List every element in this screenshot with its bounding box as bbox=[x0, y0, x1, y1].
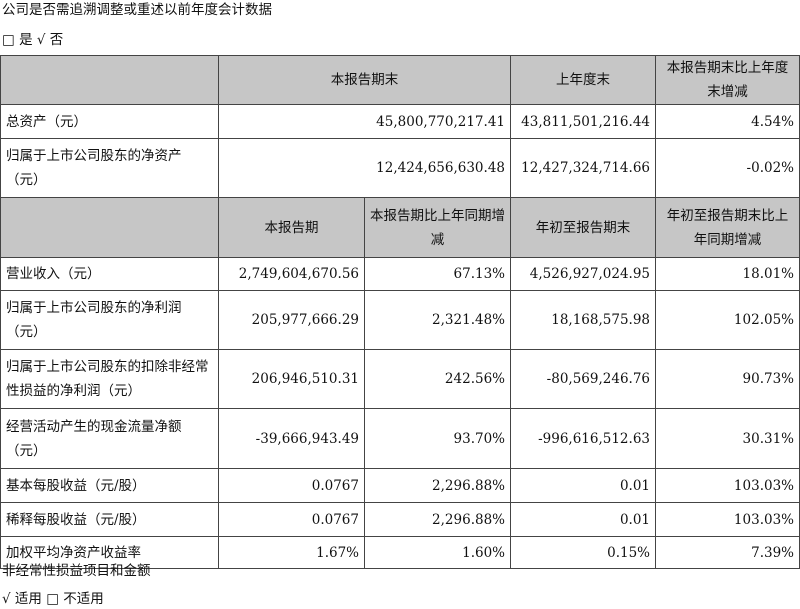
row-label: 加权平均净资产收益率 bbox=[0, 536, 219, 569]
cell-value: 2,749,604,670.56 bbox=[218, 257, 365, 291]
cell-value: 206,946,510.31 bbox=[218, 349, 365, 409]
cell-value: 1.60% bbox=[364, 536, 511, 569]
table-row: 归属于上市公司股东的净资产（元） 12,424,656,630.48 12,42… bbox=[0, 138, 800, 198]
table2-header-ytd-change: 年初至报告期末比上年同期增减 bbox=[655, 197, 800, 258]
table-row: 归属于上市公司股东的净利润（元） 205,977,666.29 2,321.48… bbox=[0, 290, 800, 350]
table-row: 加权平均净资产收益率 1.67% 1.60% 0.15% 7.39% bbox=[0, 536, 800, 569]
cell-value: -996,616,512.63 bbox=[510, 408, 656, 469]
table-row: 营业收入（元） 2,749,604,670.56 67.13% 4,526,92… bbox=[0, 257, 800, 291]
cell-value: 90.73% bbox=[655, 349, 800, 409]
cell-value: 1.67% bbox=[218, 536, 365, 569]
row-label: 归属于上市公司股东的净利润（元） bbox=[0, 290, 219, 350]
row-label: 总资产（元） bbox=[0, 104, 219, 139]
cell-value: 0.01 bbox=[510, 502, 656, 537]
cell-value: 0.15% bbox=[510, 536, 656, 569]
yes-label: 是 bbox=[19, 32, 33, 48]
cell-value: 0.0767 bbox=[218, 468, 365, 503]
not-applicable-label: 不适用 bbox=[63, 591, 104, 607]
applicability-choice: √ 适用 □ 不适用 bbox=[2, 589, 104, 609]
cell-value: 102.05% bbox=[655, 290, 800, 350]
table2-header-row: 本报告期 本报告期比上年同期增减 年初至报告期末 年初至报告期末比上年同期增减 bbox=[0, 197, 800, 258]
applicable-label: 适用 bbox=[14, 591, 42, 607]
not-applicable-checkbox: □ bbox=[46, 591, 59, 607]
cell-value: 0.0767 bbox=[218, 502, 365, 537]
cell-value: 7.39% bbox=[655, 536, 800, 569]
cell-value: 205,977,666.29 bbox=[218, 290, 365, 350]
table2-header-ytd: 年初至报告期末 bbox=[510, 197, 656, 258]
cell-value: -80,569,246.76 bbox=[510, 349, 656, 409]
cell-value: 12,424,656,630.48 bbox=[218, 138, 511, 198]
table2-header-current-period: 本报告期 bbox=[218, 197, 365, 258]
cell-value: 18.01% bbox=[655, 257, 800, 291]
table1-header-period-end: 本报告期末 bbox=[218, 55, 511, 105]
cell-value: 103.03% bbox=[655, 502, 800, 537]
row-label: 营业收入（元） bbox=[0, 257, 219, 291]
table1-header-change: 本报告期末比上年度末增减 bbox=[655, 55, 800, 105]
cell-value: 18,168,575.98 bbox=[510, 290, 656, 350]
cell-value: -39,666,943.49 bbox=[218, 408, 365, 469]
row-label: 归属于上市公司股东的扣除非经常性损益的净利润（元） bbox=[0, 349, 219, 409]
financial-data-table: 本报告期末 上年度末 本报告期末比上年度末增减 总资产（元） 45,800,77… bbox=[0, 55, 800, 569]
cell-value: 4,526,927,024.95 bbox=[510, 257, 656, 291]
row-label: 经营活动产生的现金流量净额（元） bbox=[0, 408, 219, 469]
cell-value: 103.03% bbox=[655, 468, 800, 503]
table1-header-corner bbox=[0, 55, 219, 105]
cell-value: 4.54% bbox=[655, 104, 800, 139]
table-row: 总资产（元） 45,800,770,217.41 43,811,501,216.… bbox=[0, 104, 800, 139]
section-heading: 公司是否需追溯调整或重述以前年度会计数据 bbox=[2, 2, 272, 18]
cell-value: 2,296.88% bbox=[364, 468, 511, 503]
no-checkmark: √ bbox=[36, 32, 46, 48]
table1-header-last-year-end: 上年度末 bbox=[510, 55, 656, 105]
table1-header-row: 本报告期末 上年度末 本报告期末比上年度末增减 bbox=[0, 55, 800, 105]
cell-value: 242.56% bbox=[364, 349, 511, 409]
cell-value: 12,427,324,714.66 bbox=[510, 138, 656, 198]
row-label: 归属于上市公司股东的净资产（元） bbox=[0, 138, 219, 198]
yes-checkbox: □ bbox=[2, 32, 15, 48]
table-row: 经营活动产生的现金流量净额（元） -39,666,943.49 93.70% -… bbox=[0, 408, 800, 469]
nonrecurring-heading: 非经常性损益项目和金额 bbox=[2, 563, 151, 579]
cell-value: 2,296.88% bbox=[364, 502, 511, 537]
cell-value: 67.13% bbox=[364, 257, 511, 291]
table2-header-period-change: 本报告期比上年同期增减 bbox=[364, 197, 511, 258]
table-row: 归属于上市公司股东的扣除非经常性损益的净利润（元） 206,946,510.31… bbox=[0, 349, 800, 409]
restatement-choice: □ 是 √ 否 bbox=[2, 30, 63, 50]
table-row: 基本每股收益（元/股） 0.0767 2,296.88% 0.01 103.03… bbox=[0, 468, 800, 503]
row-label: 稀释每股收益（元/股） bbox=[0, 502, 219, 537]
cell-value: 0.01 bbox=[510, 468, 656, 503]
table-row: 稀释每股收益（元/股） 0.0767 2,296.88% 0.01 103.03… bbox=[0, 502, 800, 537]
row-label: 基本每股收益（元/股） bbox=[0, 468, 219, 503]
cell-value: 45,800,770,217.41 bbox=[218, 104, 511, 139]
cell-value: -0.02% bbox=[655, 138, 800, 198]
cell-value: 30.31% bbox=[655, 408, 800, 469]
cell-value: 43,811,501,216.44 bbox=[510, 104, 656, 139]
cell-value: 2,321.48% bbox=[364, 290, 511, 350]
table2-header-corner bbox=[0, 197, 219, 258]
cell-value: 93.70% bbox=[364, 408, 511, 469]
no-label: 否 bbox=[49, 32, 64, 48]
applicable-checkmark: √ bbox=[2, 591, 11, 607]
